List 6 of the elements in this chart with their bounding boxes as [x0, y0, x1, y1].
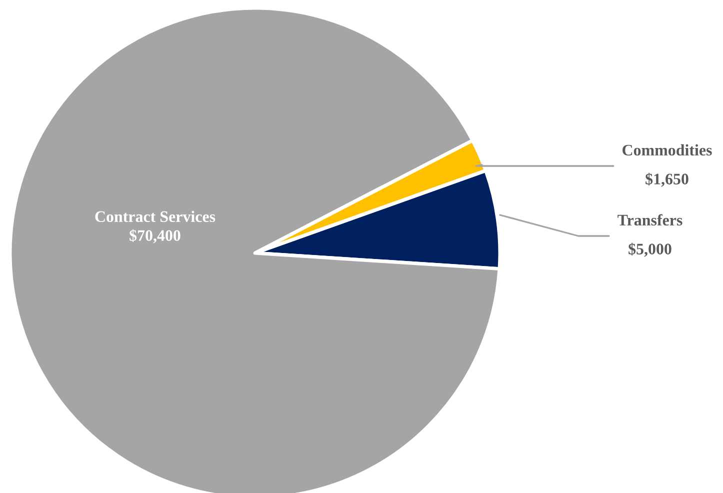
slice-label: Transfers — [618, 214, 682, 226]
slice-label: Contract Services — [95, 210, 216, 222]
data-label: $1,650 — [646, 172, 688, 187]
data-label: $70,400 — [130, 229, 180, 244]
data-label: $5,000 — [628, 242, 672, 257]
slice-label: Commodities — [622, 144, 712, 156]
